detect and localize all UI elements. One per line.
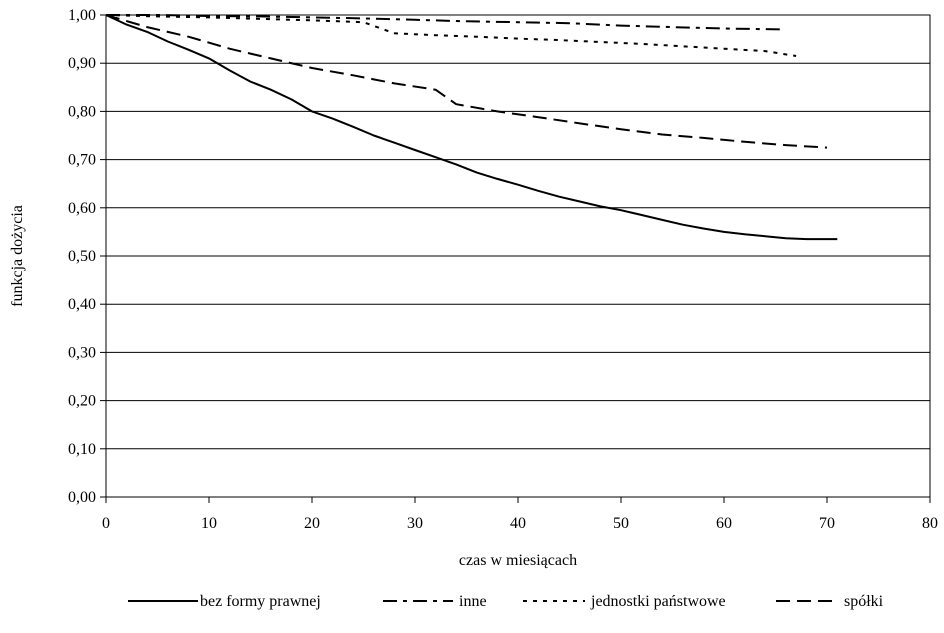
legend-label: bez formy prawnej <box>200 593 321 610</box>
legend: bez formy prawnej inne jednostki państwowe… <box>128 593 884 610</box>
x-tick-label: 10 <box>201 515 217 532</box>
y-tick-label: 0,80 <box>68 103 96 120</box>
x-axis-title: czas w miesiącach <box>459 552 577 569</box>
series-lines <box>105 14 838 241</box>
x-tick-label: 60 <box>716 515 732 532</box>
x-tick-label: 30 <box>407 515 423 532</box>
series-line-inne <box>106 14 786 31</box>
y-tick-label: 0,70 <box>68 152 96 169</box>
y-tick-label: 0,00 <box>68 489 96 506</box>
grid-lines <box>106 14 930 498</box>
series-line-jednostki-panstwowe <box>105 14 797 57</box>
x-tick-label: 0 <box>102 515 110 532</box>
y-tick-label: 0,50 <box>68 248 96 265</box>
legend-label: inne <box>459 593 487 610</box>
y-axis-title: funkcja dożycia <box>9 205 26 307</box>
legend-label: jednostki państwowe <box>590 593 726 610</box>
series-line-spo-ki <box>105 14 828 149</box>
x-tick-label: 20 <box>304 515 320 532</box>
x-tick-label: 80 <box>922 515 938 532</box>
series-line-bez-formy-prawnej <box>105 14 838 241</box>
x-axis-ticks: 0 10 20 30 40 50 60 70 80 <box>102 497 938 532</box>
y-tick-label: 0,10 <box>68 441 96 458</box>
x-tick-label: 70 <box>819 515 835 532</box>
x-tick-label: 40 <box>510 515 526 532</box>
y-tick-label: 0,60 <box>68 200 96 217</box>
y-tick-label: 0,20 <box>68 393 96 410</box>
legend-label: spółki <box>844 593 884 610</box>
y-axis-ticks: 0,00 0,10 0,20 0,30 0,40 0,50 0,60 0,70 0,80 0,90… <box>68 7 106 506</box>
y-tick-label: 0,40 <box>68 296 96 313</box>
y-tick-label: 0,90 <box>68 55 96 72</box>
y-tick-label: 0,30 <box>68 344 96 361</box>
y-tick-label: 1,00 <box>68 7 96 24</box>
x-tick-label: 50 <box>613 515 629 532</box>
